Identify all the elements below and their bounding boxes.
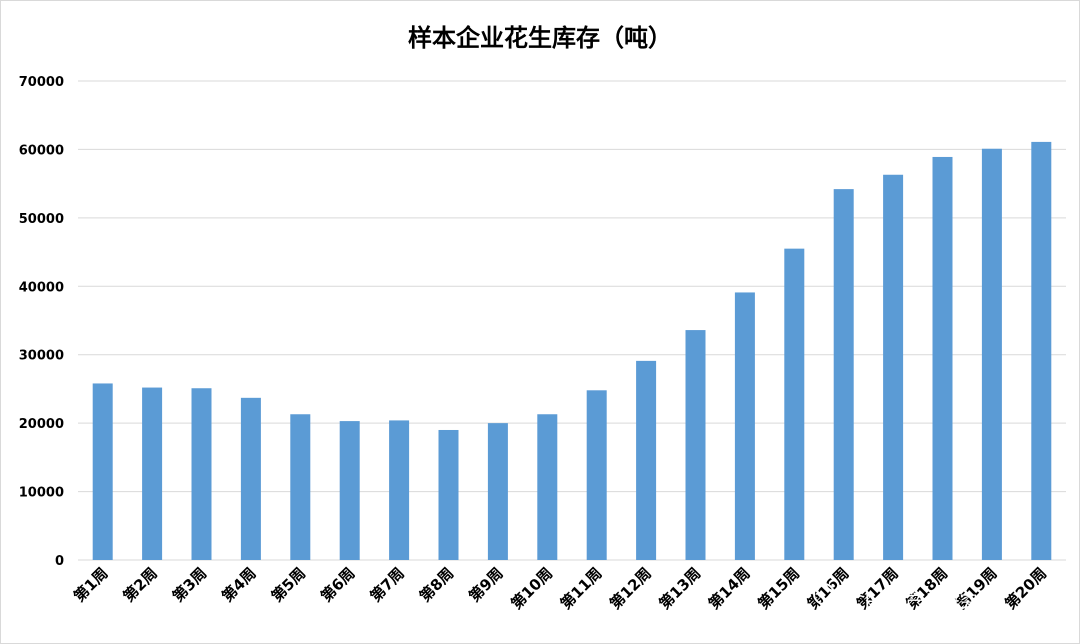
bar [1031,141,1052,560]
watermark: CFC农产品研究 [813,583,978,613]
y-tick-label: 10000 [19,486,64,501]
x-tick-label: 第15周 [754,564,803,613]
x-tick-label: 第10周 [507,564,556,613]
x-tick-label: 第16周 [804,564,853,613]
bar [339,421,360,560]
bar [438,429,459,560]
x-tick-label: 第12周 [606,564,655,613]
bar [883,174,904,561]
y-tick-label: 30000 [19,349,64,364]
x-tick-label: 第13周 [656,564,705,613]
y-tick-label: 20000 [19,417,64,432]
x-tick-label: 第20周 [1001,564,1050,613]
bar [833,189,854,561]
chart-title: 样本企业花生库存（吨） [408,24,672,52]
bar [784,248,805,560]
watermark-text: CFC农产品研究 [852,592,978,613]
y-tick-label: 50000 [19,212,64,227]
bar [389,420,410,560]
y-tick-label: 40000 [19,280,64,295]
bar [290,414,311,560]
bar [734,292,755,560]
bar [537,414,558,560]
y-tick-label: 0 [55,554,64,569]
x-tick-label: 第14周 [705,564,754,613]
bar [981,148,1002,560]
y-tick-label: 60000 [19,143,64,158]
x-tick-label: 第1周 [70,564,111,605]
bar [240,397,261,560]
x-tick-label: 第9周 [465,564,506,605]
gridlines [78,80,1066,561]
x-tick-label: 第2周 [120,564,161,605]
x-tick-label: 第4周 [218,564,259,605]
bar [191,388,212,560]
x-tick-label: 第8周 [416,564,457,605]
y-tick-label: 70000 [19,75,64,90]
x-tick-label: 第5周 [268,564,309,605]
bars [92,141,1052,561]
bar [685,330,706,560]
bar [932,156,953,560]
wechat-icon [813,583,845,609]
bar [636,360,657,560]
bar [92,383,113,560]
x-tick-label: 第3周 [169,564,210,605]
bar [586,390,607,560]
x-tick-label: 第11周 [557,564,606,613]
x-tick-label: 第7周 [367,564,408,605]
x-tick-label: 第6周 [317,564,358,605]
y-axis-ticks: 0 10000 20000 30000 40000 50000 60000 70000 [19,75,64,569]
bar [142,387,163,560]
bar [487,423,508,560]
